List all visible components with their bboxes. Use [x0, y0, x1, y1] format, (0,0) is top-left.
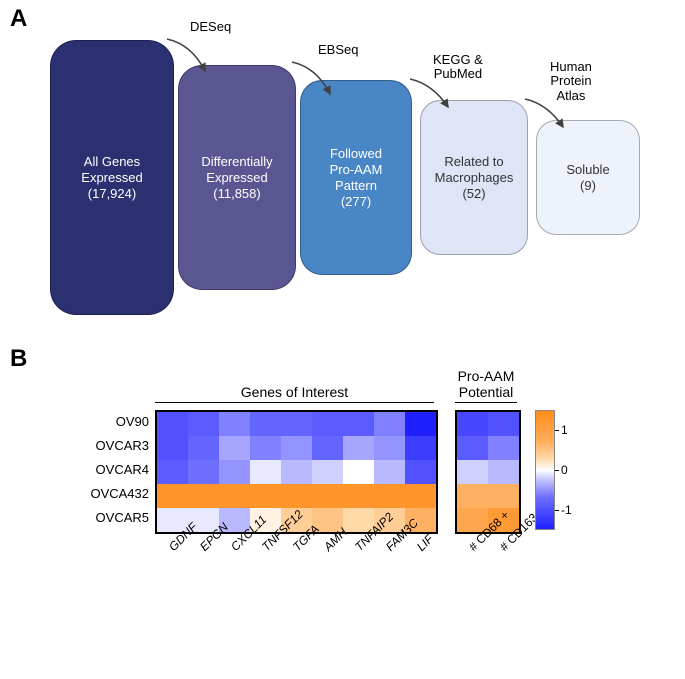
- row-label: OVCAR3: [90, 438, 149, 453]
- heat-cell: [343, 436, 374, 460]
- heat-cell: [219, 460, 250, 484]
- heat-cell: [188, 412, 219, 436]
- heat-cell: [488, 484, 519, 508]
- heat-cell: [374, 412, 405, 436]
- funnel-box-0: All GenesExpressed(17,924): [50, 40, 174, 315]
- heat-cell: [281, 436, 312, 460]
- funnel-box-title: Related toMacrophages: [435, 154, 514, 187]
- underline: [155, 402, 434, 403]
- heat-cell: [488, 436, 519, 460]
- row-label: OVCAR4: [90, 462, 149, 477]
- heat-cell: [188, 460, 219, 484]
- heat-cell: [188, 484, 219, 508]
- heat-cell: [457, 436, 488, 460]
- colorbar-tick: -1: [561, 503, 572, 517]
- heat-cell: [281, 484, 312, 508]
- col-label: LIF: [414, 532, 436, 554]
- heat-cell: [157, 436, 188, 460]
- funnel-box-1: DifferentiallyExpressed(11,858): [178, 65, 296, 290]
- heat-cell: [374, 460, 405, 484]
- heat-cell: [405, 484, 436, 508]
- arrow-label-0: DESeq: [190, 20, 231, 34]
- funnel-box-count: (17,924): [88, 186, 136, 201]
- heat-cell: [312, 460, 343, 484]
- colorbar-tick-line: [555, 430, 559, 431]
- row-label: OVCA432: [90, 486, 149, 501]
- underline: [455, 402, 517, 403]
- heat-cell: [250, 460, 281, 484]
- colorbar-tick-line: [555, 470, 559, 471]
- arrow-icon: [408, 77, 453, 117]
- heat-cell: [157, 412, 188, 436]
- row-label: OVCAR5: [90, 510, 149, 525]
- funnel-box-3: Related toMacrophages(52): [420, 100, 528, 255]
- funnel-box-count: (9): [580, 178, 596, 193]
- colorbar: [535, 410, 555, 530]
- genes-title: Genes of Interest: [155, 384, 434, 400]
- heat-cell: [405, 460, 436, 484]
- funnel-box-title: FollowedPro-AAMPattern: [330, 146, 383, 195]
- funnel-box-count: (11,858): [213, 186, 260, 201]
- arrow-icon: [290, 60, 335, 100]
- colorbar-tick-line: [555, 510, 559, 511]
- heat-cell: [250, 436, 281, 460]
- heat-cell: [312, 412, 343, 436]
- funnel-box-count: (277): [341, 194, 371, 209]
- heat-cell: [312, 436, 343, 460]
- arrow-label-1: EBSeq: [318, 43, 358, 57]
- heat-cell: [374, 484, 405, 508]
- funnel-box-title: DifferentiallyExpressed: [201, 154, 272, 187]
- heat-cell: [343, 484, 374, 508]
- heat-cell: [219, 412, 250, 436]
- colorbar-tick: 0: [561, 463, 568, 477]
- colorbar-tick: 1: [561, 423, 568, 437]
- heat-cell: [343, 412, 374, 436]
- heat-cell: [405, 412, 436, 436]
- heat-cell: [281, 412, 312, 436]
- panel-a-label: A: [10, 5, 27, 33]
- heat-cell: [488, 460, 519, 484]
- heat-cell: [457, 484, 488, 508]
- row-label: OV90: [90, 414, 149, 429]
- panel-b-label: B: [10, 345, 27, 373]
- heat-cell: [188, 436, 219, 460]
- heat-cell: [219, 436, 250, 460]
- heat-cell: [312, 484, 343, 508]
- heat-cell: [405, 436, 436, 460]
- potential-title: Pro-AAMPotential: [455, 368, 517, 400]
- funnel-box-title: All GenesExpressed: [81, 154, 142, 187]
- arrow-icon: [523, 97, 568, 137]
- funnel-box-4: Soluble(9): [536, 120, 640, 235]
- heat-cell: [250, 412, 281, 436]
- heat-cell: [374, 436, 405, 460]
- heat-cell: [457, 460, 488, 484]
- heat-cell: [157, 484, 188, 508]
- panel-a: All GenesExpressed(17,924)Differentially…: [50, 15, 670, 315]
- heat-cell: [343, 460, 374, 484]
- funnel-box-2: FollowedPro-AAMPattern(277): [300, 80, 412, 275]
- panel-b: OV90OVCAR3OVCAR4OVCA432OVCAR5GDNFEPGNCXC…: [90, 370, 670, 670]
- funnel-box-title: Soluble: [566, 162, 609, 178]
- heatmap-potential: [455, 410, 521, 534]
- heat-cell: [488, 412, 519, 436]
- heat-cell: [219, 484, 250, 508]
- heat-cell: [457, 412, 488, 436]
- heat-cell: [281, 460, 312, 484]
- funnel-box-count: (52): [462, 186, 485, 201]
- heat-cell: [250, 484, 281, 508]
- heat-cell: [157, 460, 188, 484]
- arrow-icon: [165, 37, 210, 77]
